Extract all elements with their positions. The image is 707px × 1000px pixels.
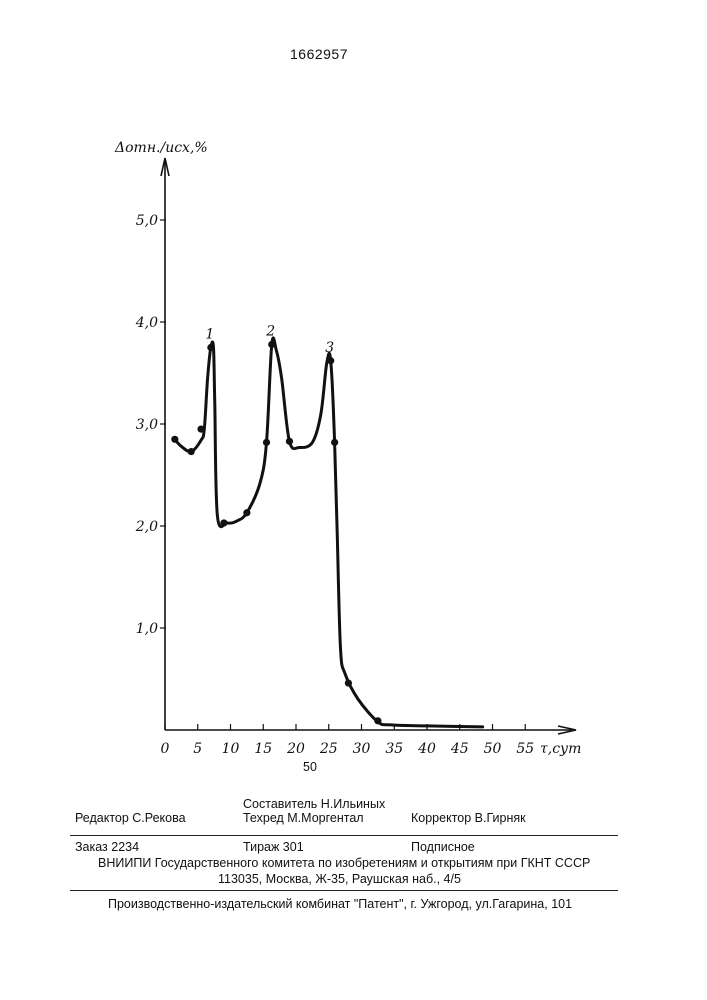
- address-line: 113035, Москва, Ж-35, Раушская наб., 4/5: [218, 872, 461, 886]
- data-point: [331, 439, 338, 446]
- circulation: Тираж 301: [243, 840, 304, 854]
- x-tick-label: 15: [254, 741, 272, 757]
- y-tick-label: 4,0: [135, 315, 158, 331]
- x-tick-label: 40: [417, 741, 436, 757]
- y-tick-label: 5,0: [136, 213, 158, 229]
- data-markers: [171, 341, 381, 725]
- compiler-credit: Составитель Н.Ильиных: [243, 797, 385, 811]
- x-tick-label: 25: [319, 741, 338, 757]
- x-tick-label: 55: [516, 741, 534, 757]
- chart-axes: [161, 158, 576, 734]
- data-point: [188, 448, 195, 455]
- y-tick-label: 2,0: [135, 519, 158, 535]
- data-point: [374, 717, 381, 724]
- x-tick-label: 20: [286, 741, 305, 757]
- y-axis-title: Δотн./исх,%: [114, 140, 208, 156]
- peak-label: 1: [205, 327, 214, 343]
- peak-label: 2: [265, 323, 275, 339]
- data-point: [263, 439, 270, 446]
- data-point: [286, 438, 293, 445]
- corrector-credit: Корректор В.Гирняк: [411, 811, 526, 825]
- data-point: [171, 436, 178, 443]
- x-tick-label: 45: [450, 741, 469, 757]
- publisher-line: Производственно-издательский комбинат "П…: [108, 897, 572, 911]
- page-number: 50: [303, 760, 317, 774]
- line-chart: 0 5 10 15 20 25 30 35 40 45 50 55 1,0 2,0 3,0 4,0 5,0 Δо…: [0, 0, 707, 790]
- order-number: Заказ 2234: [75, 840, 139, 854]
- data-point: [327, 357, 334, 364]
- x-tick-label: 0: [161, 741, 170, 757]
- data-point: [243, 509, 250, 516]
- x-tick-label: 5: [193, 741, 202, 757]
- techred-credit: Техред М.Моргентал: [243, 811, 364, 825]
- data-point: [220, 519, 227, 526]
- y-tick-label: 3,0: [136, 417, 158, 433]
- data-point: [345, 679, 352, 686]
- x-tick-label: 50: [484, 741, 502, 757]
- footer-divider-top: [70, 835, 618, 836]
- subscription-note: Подписное: [411, 840, 475, 854]
- vniipi-line: ВНИИПИ Государственного комитета по изоб…: [98, 856, 590, 870]
- x-tick-label: 35: [385, 741, 403, 757]
- data-point: [268, 341, 275, 348]
- peak-label: 3: [325, 340, 334, 356]
- y-tick-label: 1,0: [136, 621, 158, 637]
- editor-credit: Редактор С.Рекова: [75, 811, 186, 825]
- data-point: [197, 426, 204, 433]
- x-axis-title: τ,сут: [540, 741, 581, 757]
- data-point: [207, 344, 214, 351]
- x-tick-label: 10: [222, 741, 240, 757]
- footer-divider-bottom: [70, 890, 618, 891]
- data-curve: [175, 338, 483, 727]
- x-tick-label: 30: [353, 741, 371, 757]
